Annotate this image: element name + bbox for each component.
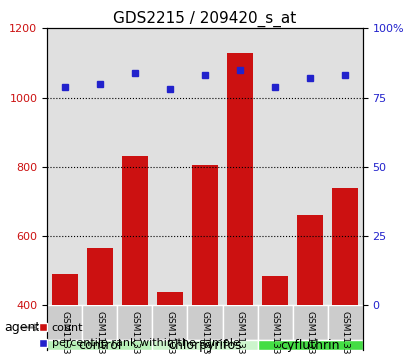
Bar	[156, 292, 183, 306]
Bar	[226, 52, 253, 306]
Legend: count, percentile rank within the sample: count, percentile rank within the sample	[38, 323, 239, 348]
Text: GSM113365: GSM113365	[60, 310, 69, 354]
FancyBboxPatch shape	[257, 340, 362, 350]
FancyBboxPatch shape	[187, 306, 222, 340]
Bar	[261, 276, 288, 306]
Bar	[52, 274, 78, 306]
FancyBboxPatch shape	[152, 306, 187, 340]
FancyBboxPatch shape	[117, 306, 152, 340]
FancyBboxPatch shape	[152, 340, 257, 350]
Text: GSM113366: GSM113366	[95, 310, 104, 354]
FancyBboxPatch shape	[47, 340, 152, 350]
Bar	[297, 215, 323, 306]
Text: GSM113368: GSM113368	[270, 310, 279, 354]
Text: agent: agent	[4, 321, 40, 334]
Bar	[121, 156, 148, 306]
FancyBboxPatch shape	[292, 306, 327, 340]
FancyBboxPatch shape	[222, 306, 257, 340]
Text: GSM113367: GSM113367	[130, 310, 139, 354]
Text: GSM113370: GSM113370	[340, 310, 349, 354]
Text: cyfluthrin: cyfluthrin	[280, 339, 339, 352]
Bar	[86, 248, 112, 306]
Text: GSM113372: GSM113372	[200, 310, 209, 354]
FancyBboxPatch shape	[327, 306, 362, 340]
FancyBboxPatch shape	[47, 28, 362, 306]
FancyBboxPatch shape	[47, 306, 82, 340]
Text: GSM113369: GSM113369	[305, 310, 314, 354]
Bar	[191, 165, 218, 306]
Bar	[331, 188, 357, 306]
Text: chlorpyrifos: chlorpyrifos	[168, 339, 241, 352]
FancyBboxPatch shape	[257, 306, 292, 340]
FancyBboxPatch shape	[82, 306, 117, 340]
Text: GSM113371: GSM113371	[165, 310, 174, 354]
Title: GDS2215 / 209420_s_at: GDS2215 / 209420_s_at	[113, 11, 296, 27]
Text: control: control	[78, 339, 121, 352]
Text: GSM113373: GSM113373	[235, 310, 244, 354]
